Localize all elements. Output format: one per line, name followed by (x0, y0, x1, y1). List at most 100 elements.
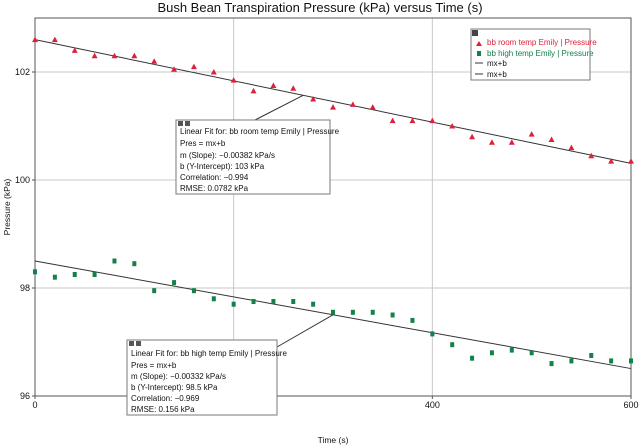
data-point-high (370, 309, 375, 315)
x-tick-label: 0 (32, 400, 37, 410)
data-point-room (190, 63, 197, 70)
data-point-room (210, 69, 217, 75)
data-point-room (330, 104, 336, 110)
data-point-high (152, 288, 157, 294)
fit-box-intercept: b (Y-Intercept): 98.5 kPa (131, 383, 218, 392)
legend-label-high: bb high temp Emily | Pressure (487, 49, 594, 58)
fit-box-equation: Pres = mx+b (180, 139, 226, 148)
data-point-high (251, 299, 256, 304)
data-point-room (389, 117, 396, 124)
fit-box-equation: Pres = mx+b (131, 361, 177, 370)
data-point-room (488, 139, 495, 145)
data-point-high (489, 350, 494, 356)
data-point-room (429, 117, 436, 124)
data-point-room (171, 66, 178, 72)
data-point-room (449, 123, 456, 129)
data-point-high (271, 299, 276, 304)
data-point-room (270, 82, 277, 88)
fit-box-header: Linear Fit for: bb high temp Emily | Pre… (131, 349, 287, 358)
data-point-room (91, 52, 98, 59)
data-point-room (349, 101, 356, 107)
fit-box-handle-icon[interactable] (136, 341, 141, 346)
data-point-room (548, 136, 555, 142)
y-tick-label: 102 (15, 67, 30, 77)
fit-box-header: Linear Fit for: bb room temp Emily | Pre… (180, 127, 340, 136)
data-point-high (589, 353, 594, 358)
legend-handle-icon[interactable] (472, 30, 478, 36)
data-point-high (92, 272, 97, 277)
data-point-room (409, 117, 416, 124)
data-point-high (629, 358, 633, 364)
data-point-high (390, 312, 395, 318)
data-point-high (509, 347, 514, 353)
y-tick-label: 96 (20, 391, 30, 401)
fit-box-rmse: RMSE: 0.156 kPa (131, 405, 195, 414)
data-point-high (72, 272, 77, 277)
data-point-high (331, 309, 335, 315)
data-point-room (51, 36, 58, 43)
fit-box-handle-icon[interactable] (129, 341, 134, 346)
data-point-high (33, 269, 37, 275)
data-point-room (32, 36, 38, 43)
data-point-room (151, 58, 158, 64)
data-point-high (549, 361, 554, 367)
legend-square-icon (477, 51, 481, 56)
legend-triangle-icon (476, 41, 482, 46)
legend-label-room: bb room temp Emily | Pressure (487, 38, 597, 47)
fit-box-rmse: RMSE: 0.0782 kPa (180, 184, 249, 193)
legend[interactable]: bb room temp Emily | Pressure bb high te… (470, 28, 597, 81)
legend-label-fit-high: mx+b (487, 70, 507, 79)
data-point-room (310, 96, 317, 102)
fit-box-room[interactable]: Linear Fit for: bb room temp Emily | Pre… (175, 94, 340, 195)
data-point-high (191, 288, 196, 294)
data-point-high (231, 301, 236, 307)
fit-box-slope: m (Slope): −0.00382 kPa/s (180, 151, 275, 160)
fit-box-handle-icon[interactable] (185, 121, 190, 126)
data-point-room (230, 77, 237, 83)
data-point-high (132, 261, 137, 267)
data-points (32, 36, 634, 367)
data-point-room (290, 85, 297, 91)
data-point-room (469, 133, 476, 140)
fit-box-slope: m (Slope): −0.00332 kPa/s (131, 372, 226, 381)
fit-box-connector (254, 94, 304, 121)
legend-label-fit-room: mx+b (487, 59, 507, 68)
x-axis-label: Time (s) (318, 435, 349, 445)
data-point-high (569, 358, 574, 364)
chart-title: Bush Bean Transpiration Pressure (kPa) v… (157, 0, 482, 15)
data-point-high (450, 342, 455, 348)
fit-box-intercept: b (Y-Intercept): 103 kPa (180, 162, 265, 171)
fit-box-correlation: Correlation: −0.994 (180, 173, 249, 182)
x-tick-label: 600 (623, 400, 638, 410)
data-point-room (369, 104, 376, 110)
data-point-high (470, 355, 475, 361)
fit-box-connector (276, 314, 334, 348)
fit-lines (34, 39, 632, 370)
data-point-room (71, 47, 78, 53)
axis-ticks: 02004006009698100102 (15, 67, 639, 410)
data-point-high (529, 350, 534, 356)
fit-box-handle-icon[interactable] (178, 121, 183, 126)
data-point-high (609, 358, 614, 364)
data-point-high (410, 317, 415, 323)
data-point-room (608, 158, 615, 164)
data-point-room (528, 131, 535, 137)
plot-frame (34, 17, 632, 397)
data-point-high (52, 274, 57, 280)
data-point-high (112, 258, 117, 264)
x-tick-label: 400 (425, 400, 440, 410)
data-point-high (350, 309, 355, 315)
data-point-room (131, 52, 138, 59)
data-point-room (628, 158, 634, 164)
y-tick-label: 98 (20, 283, 30, 293)
data-point-high (430, 331, 435, 337)
fit-line (34, 39, 632, 164)
data-point-high (311, 301, 316, 307)
fit-box-high[interactable]: Linear Fit for: bb high temp Emily | Pre… (126, 314, 334, 416)
fit-box-frame (126, 339, 278, 416)
fit-box-correlation: Correlation: −0.969 (131, 394, 200, 403)
y-tick-label: 100 (15, 175, 30, 185)
data-point-room (111, 52, 118, 59)
data-point-room (250, 87, 257, 94)
